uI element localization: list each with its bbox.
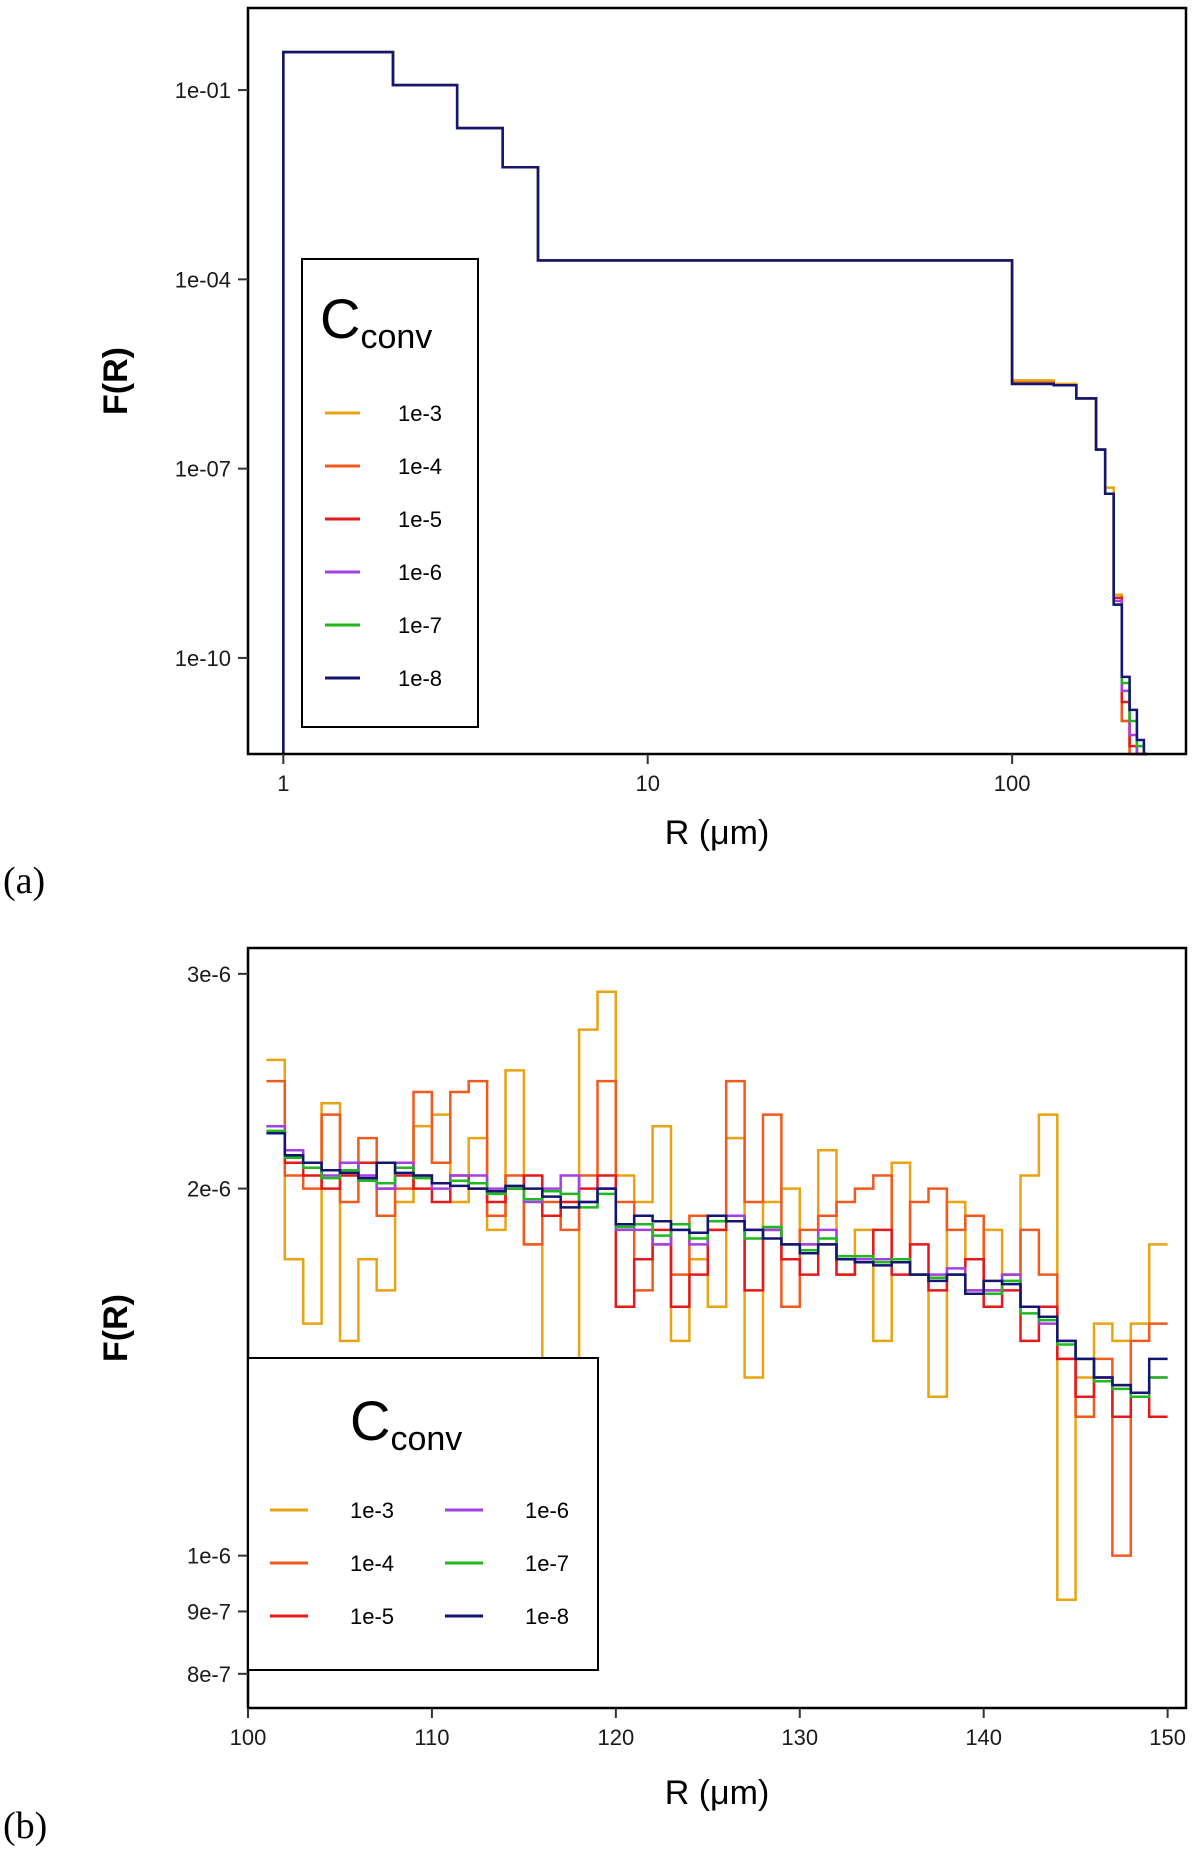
panel-b-series: [266, 990, 1168, 1602]
panel-b-legend-label: 1e-7: [525, 1551, 569, 1576]
panel-b-xlabel: R (μm): [665, 1774, 770, 1812]
panel-b-ytick-label: 2e-6: [187, 1177, 231, 1202]
panel-b-xtick-label: 120: [597, 1725, 634, 1750]
panel-a-legend-entries: 1e-3 1e-4 1e-5 1e-6 1e-7 1e-8: [325, 401, 442, 691]
panel-b-x-axis: 100 110 120 130 140 150: [230, 1708, 1186, 1750]
panel-b-legend-label: 1e-8: [525, 1604, 569, 1629]
panel-a-legend-label: 1e-3: [398, 401, 442, 426]
panel-a-legend-label: 1e-4: [398, 454, 442, 479]
panel-a-legend-label: 1e-7: [398, 613, 442, 638]
panel-b-xtick-label: 150: [1149, 1725, 1186, 1750]
panel-b-legend-label: 1e-5: [350, 1604, 394, 1629]
panel-b-xtick-label: 130: [781, 1725, 818, 1750]
panel-b-frame: [246, 946, 1188, 1710]
panel-b-ylabel: F(R): [97, 1294, 135, 1362]
panel-b-xtick-label: 110: [414, 1725, 449, 1750]
panel-b-legend-label: 1e-4: [350, 1551, 394, 1576]
panel-a-legend-label: 1e-8: [398, 666, 442, 691]
panel-b-legend-label: 1e-6: [525, 1498, 569, 1523]
panel-a-series: [282, 50, 1148, 756]
panel-a-legend-label: 1e-5: [398, 507, 442, 532]
panel-a-ytick-label: 1e-07: [175, 457, 231, 482]
panel-a-legend-box: [301, 258, 479, 728]
panel-a-ytick-label: 1e-04: [175, 267, 231, 292]
panel-a-y-axis: 1e-01 1e-04 1e-07 1e-10: [175, 78, 248, 671]
panel-b-xtick-label: 140: [965, 1725, 1002, 1750]
panel-a-legend: Cconv 1e-3 1e-4 1e-5 1e-6 1e-7 1e-8: [301, 258, 479, 728]
panel-b-xtick-label: 100: [230, 1725, 267, 1750]
panel-b-legend-entries: 1e-3 1e-4 1e-5 1e-6 1e-7 1e-8: [270, 1498, 569, 1629]
panel-b-ytick-label: 3e-6: [187, 962, 231, 987]
panel-b-ytick-label: 1e-6: [187, 1544, 231, 1569]
panel-b-series-1e5-line: [266, 1124, 1168, 1418]
panel-b-ytick-label: 9e-7: [187, 1599, 231, 1624]
panel-b-legend-box: [247, 1357, 599, 1671]
panel-b-legend: Cconv 1e-3 1e-4 1e-5 1e-6 1e-7 1e-8: [247, 1357, 599, 1671]
panel-a-legend-title: Cconv: [320, 287, 432, 356]
panel-a-xtick-label: 100: [994, 771, 1031, 796]
panel-a-series-1e8-line: [282, 50, 1148, 756]
panel-a-legend-label: 1e-6: [398, 560, 442, 585]
panel-b-legend-label: 1e-3: [350, 1498, 394, 1523]
panel-a-ytick-label: 1e-01: [175, 78, 231, 103]
panel-b-series-1e7-line: [266, 1129, 1168, 1398]
panel-b-legend-title: Cconv: [350, 1389, 462, 1458]
panel-a-ylabel: F(R): [97, 347, 135, 415]
panel-a-ytick-label: 1e-10: [175, 646, 231, 671]
panel-a-frame: [246, 6, 1188, 756]
panel-b-label: (b): [3, 1805, 47, 1847]
panel-a-xlabel: R (μm): [665, 814, 770, 852]
panel-b-y-axis: 3e-6 2e-6 1e-6 9e-7 8e-7: [187, 962, 248, 1687]
panel-a-xtick-label: 10: [635, 771, 659, 796]
panel-a-label: (a): [3, 860, 45, 902]
panel-b-series-1e8-line: [266, 1132, 1168, 1395]
panel-b: 100 110 120 130 140 150 3e-62e-61e-69e-78e-7 …: [3, 946, 1188, 1847]
panel-b-ytick-label: 8e-7: [187, 1662, 231, 1687]
panel-a-xtick-label: 1: [277, 771, 289, 796]
panel-b-series-1e6-line: [266, 1124, 1168, 1395]
panel-a-x-axis: 1 10 100: [277, 754, 1030, 796]
